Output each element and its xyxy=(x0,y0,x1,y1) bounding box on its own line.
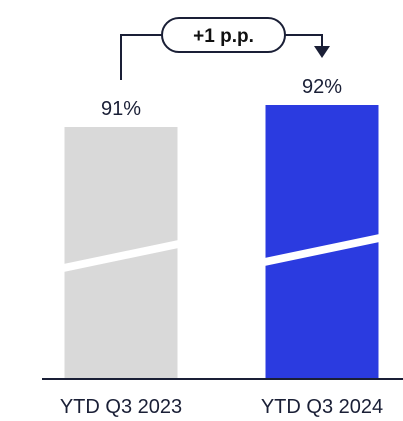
delta-badge xyxy=(161,17,286,53)
delta-arrow-head xyxy=(314,46,330,58)
delta-connector-line-right xyxy=(285,34,323,46)
delta-badge-label: +1 p.p. xyxy=(193,26,254,47)
value-label-1: 91% xyxy=(101,98,141,120)
category-label-2024: YTD Q3 2024 xyxy=(261,396,383,418)
axis-break-mark-2 xyxy=(264,234,380,266)
delta-connector-line xyxy=(120,34,162,80)
axis-break-mark-1 xyxy=(63,240,179,272)
category-label-2023: YTD Q3 2023 xyxy=(60,396,182,418)
value-label-2: 92% xyxy=(302,76,342,98)
